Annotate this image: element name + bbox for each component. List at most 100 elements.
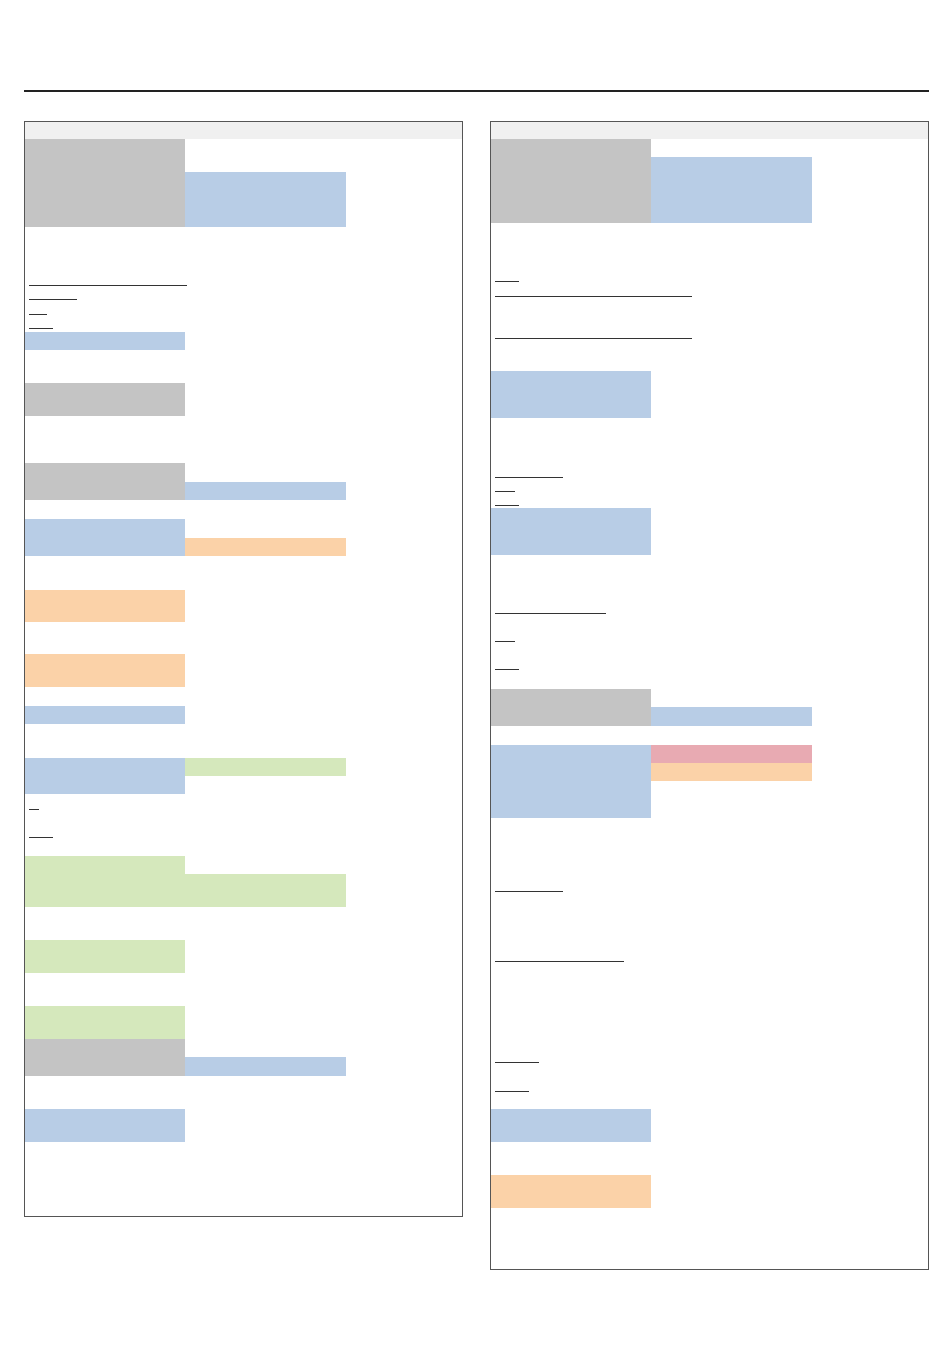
category-cell xyxy=(24,1109,186,1143)
description-row xyxy=(24,622,463,655)
description-row xyxy=(490,726,929,746)
description-row xyxy=(490,818,929,1110)
detail-cell xyxy=(185,1006,347,1040)
underline-mark xyxy=(495,613,606,614)
detail-cell xyxy=(185,776,347,795)
description-row xyxy=(490,1208,929,1270)
category-cell xyxy=(490,371,652,419)
note-cell xyxy=(346,856,463,908)
detail-cell xyxy=(185,758,347,777)
detail-cell xyxy=(651,189,813,224)
underline-mark xyxy=(495,891,563,892)
detail-cell xyxy=(185,940,347,974)
header-cell xyxy=(490,121,652,140)
description-row xyxy=(24,973,463,1007)
detail-cell xyxy=(185,172,347,191)
detail-cell xyxy=(185,856,347,875)
detail-cell xyxy=(651,763,813,782)
underline-mark xyxy=(29,285,187,286)
right-table xyxy=(490,121,929,1270)
left-table xyxy=(24,121,463,1217)
note-cell xyxy=(346,519,463,557)
category-cell xyxy=(24,1039,186,1077)
description-row xyxy=(24,1076,463,1110)
note-cell xyxy=(346,590,463,623)
description-row xyxy=(24,227,463,333)
note-cell xyxy=(346,463,463,501)
underline-mark xyxy=(29,809,39,810)
category-cell xyxy=(24,654,186,688)
note-cell xyxy=(346,758,463,795)
detail-cell xyxy=(185,519,347,539)
underline-mark xyxy=(29,837,53,838)
underline-mark xyxy=(495,1091,529,1092)
note-cell xyxy=(346,1039,463,1077)
detail-cell xyxy=(185,654,347,688)
note-cell xyxy=(346,1109,463,1143)
category-cell xyxy=(24,332,186,351)
underline-mark xyxy=(495,491,515,492)
detail-cell xyxy=(651,689,813,708)
detail-cell xyxy=(651,1109,813,1143)
description-row xyxy=(24,907,463,941)
note-cell xyxy=(346,1006,463,1040)
detail-cell xyxy=(651,508,813,556)
underline-mark xyxy=(495,961,624,962)
detail-cell xyxy=(185,139,347,173)
category-cell xyxy=(24,463,186,501)
category-cell xyxy=(24,1006,186,1040)
underline-mark xyxy=(495,641,515,642)
underline-mark xyxy=(495,338,692,339)
detail-cell xyxy=(651,1175,813,1209)
detail-cell xyxy=(185,590,347,623)
description-row xyxy=(24,350,463,384)
note-cell xyxy=(812,745,929,819)
category-cell xyxy=(24,139,186,228)
detail-cell xyxy=(651,139,813,158)
category-cell xyxy=(490,508,652,556)
description-row xyxy=(24,416,463,464)
description-row xyxy=(24,556,463,591)
description-row xyxy=(24,500,463,520)
detail-cell xyxy=(185,208,347,228)
category-cell xyxy=(490,745,652,819)
description-row xyxy=(490,223,929,372)
note-cell xyxy=(346,706,463,725)
category-cell xyxy=(490,139,652,224)
detail-cell xyxy=(185,383,347,417)
top-rule xyxy=(24,90,929,92)
detail-cell xyxy=(651,799,813,819)
description-row xyxy=(24,1142,463,1217)
underline-mark xyxy=(495,1062,539,1063)
note-cell xyxy=(812,139,929,224)
header-cell xyxy=(812,121,929,140)
category-cell xyxy=(24,856,186,908)
detail-cell xyxy=(185,482,347,501)
category-cell xyxy=(24,519,186,557)
note-cell xyxy=(346,139,463,228)
detail-cell xyxy=(651,707,813,727)
underline-mark xyxy=(29,314,47,315)
detail-cell xyxy=(651,371,813,419)
note-cell xyxy=(812,1175,929,1209)
category-cell xyxy=(24,940,186,974)
category-cell xyxy=(490,689,652,727)
underline-mark xyxy=(495,296,692,297)
note-cell xyxy=(812,689,929,727)
description-row xyxy=(24,687,463,707)
note-cell xyxy=(346,332,463,351)
description-row xyxy=(490,1142,929,1176)
detail-cell xyxy=(185,1039,347,1058)
header-cell xyxy=(24,121,186,140)
detail-cell xyxy=(185,190,347,209)
underline-mark xyxy=(495,477,563,478)
note-cell xyxy=(812,508,929,556)
category-cell xyxy=(24,758,186,795)
header-cell xyxy=(651,121,813,140)
note-cell xyxy=(346,383,463,417)
description-row xyxy=(490,418,929,509)
description-row xyxy=(24,724,463,759)
note-cell xyxy=(346,654,463,688)
note-cell xyxy=(812,1109,929,1143)
underline-mark xyxy=(495,505,519,506)
